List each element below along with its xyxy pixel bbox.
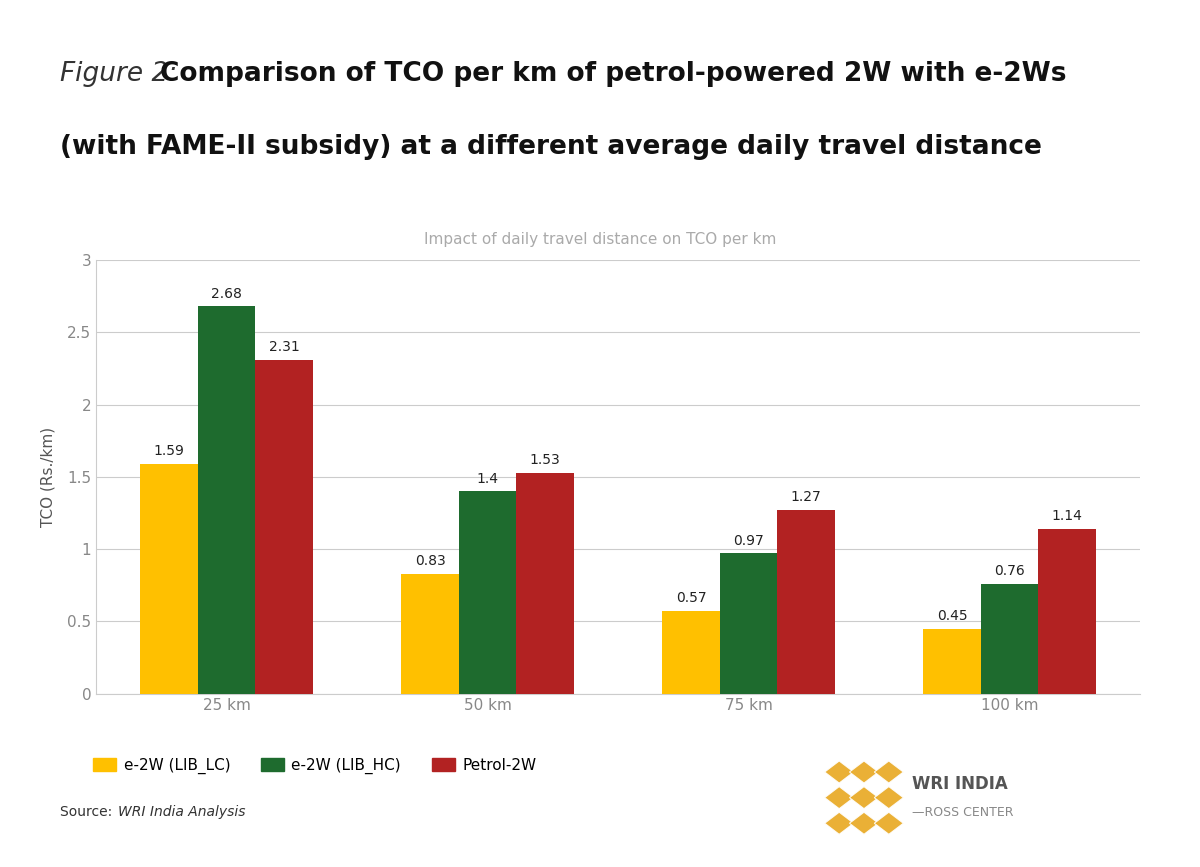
Polygon shape bbox=[875, 812, 904, 834]
Text: 1.14: 1.14 bbox=[1051, 509, 1082, 523]
Text: WRI India Analysis: WRI India Analysis bbox=[118, 805, 245, 819]
Text: (with FAME-II subsidy) at a different average daily travel distance: (with FAME-II subsidy) at a different av… bbox=[60, 134, 1042, 160]
Polygon shape bbox=[824, 812, 853, 834]
Bar bbox=[923, 629, 980, 694]
Bar bbox=[720, 553, 778, 694]
Polygon shape bbox=[875, 761, 904, 783]
Polygon shape bbox=[850, 761, 878, 783]
Legend: e-2W (LIB_LC), e-2W (LIB_HC), Petrol-2W: e-2W (LIB_LC), e-2W (LIB_HC), Petrol-2W bbox=[94, 758, 536, 774]
Text: 0.45: 0.45 bbox=[937, 609, 967, 623]
Bar bbox=[401, 574, 458, 694]
Text: 0.97: 0.97 bbox=[733, 534, 764, 548]
Bar bbox=[778, 510, 835, 694]
Text: 1.27: 1.27 bbox=[791, 491, 821, 505]
Bar bbox=[1038, 529, 1096, 694]
Text: Source:: Source: bbox=[60, 805, 116, 819]
Text: Comparison of TCO per km of petrol-powered 2W with e-2Ws: Comparison of TCO per km of petrol-power… bbox=[160, 61, 1066, 87]
Y-axis label: TCO (Rs./km): TCO (Rs./km) bbox=[41, 427, 56, 527]
Text: 1.59: 1.59 bbox=[154, 444, 185, 458]
Text: —ROSS CENTER: —ROSS CENTER bbox=[912, 806, 1014, 819]
Bar bbox=[662, 611, 720, 694]
Bar bbox=[140, 464, 198, 694]
Text: Impact of daily travel distance on TCO per km: Impact of daily travel distance on TCO p… bbox=[424, 232, 776, 247]
Polygon shape bbox=[875, 786, 904, 809]
Text: 0.83: 0.83 bbox=[415, 554, 445, 568]
Polygon shape bbox=[824, 761, 853, 783]
Polygon shape bbox=[824, 786, 853, 809]
Bar bbox=[256, 360, 313, 694]
Text: 1.4: 1.4 bbox=[476, 472, 498, 486]
Text: 0.76: 0.76 bbox=[994, 564, 1025, 578]
Text: 1.53: 1.53 bbox=[529, 453, 560, 466]
Text: 2.68: 2.68 bbox=[211, 287, 242, 301]
Polygon shape bbox=[850, 812, 878, 834]
Bar bbox=[516, 473, 574, 694]
Bar bbox=[980, 583, 1038, 694]
Text: Figure 2:: Figure 2: bbox=[60, 61, 178, 87]
Polygon shape bbox=[850, 786, 878, 809]
Text: 0.57: 0.57 bbox=[676, 591, 707, 605]
Bar bbox=[198, 306, 256, 694]
Text: 2.31: 2.31 bbox=[269, 340, 299, 354]
Bar bbox=[458, 492, 516, 694]
Text: WRI INDIA: WRI INDIA bbox=[912, 775, 1008, 793]
